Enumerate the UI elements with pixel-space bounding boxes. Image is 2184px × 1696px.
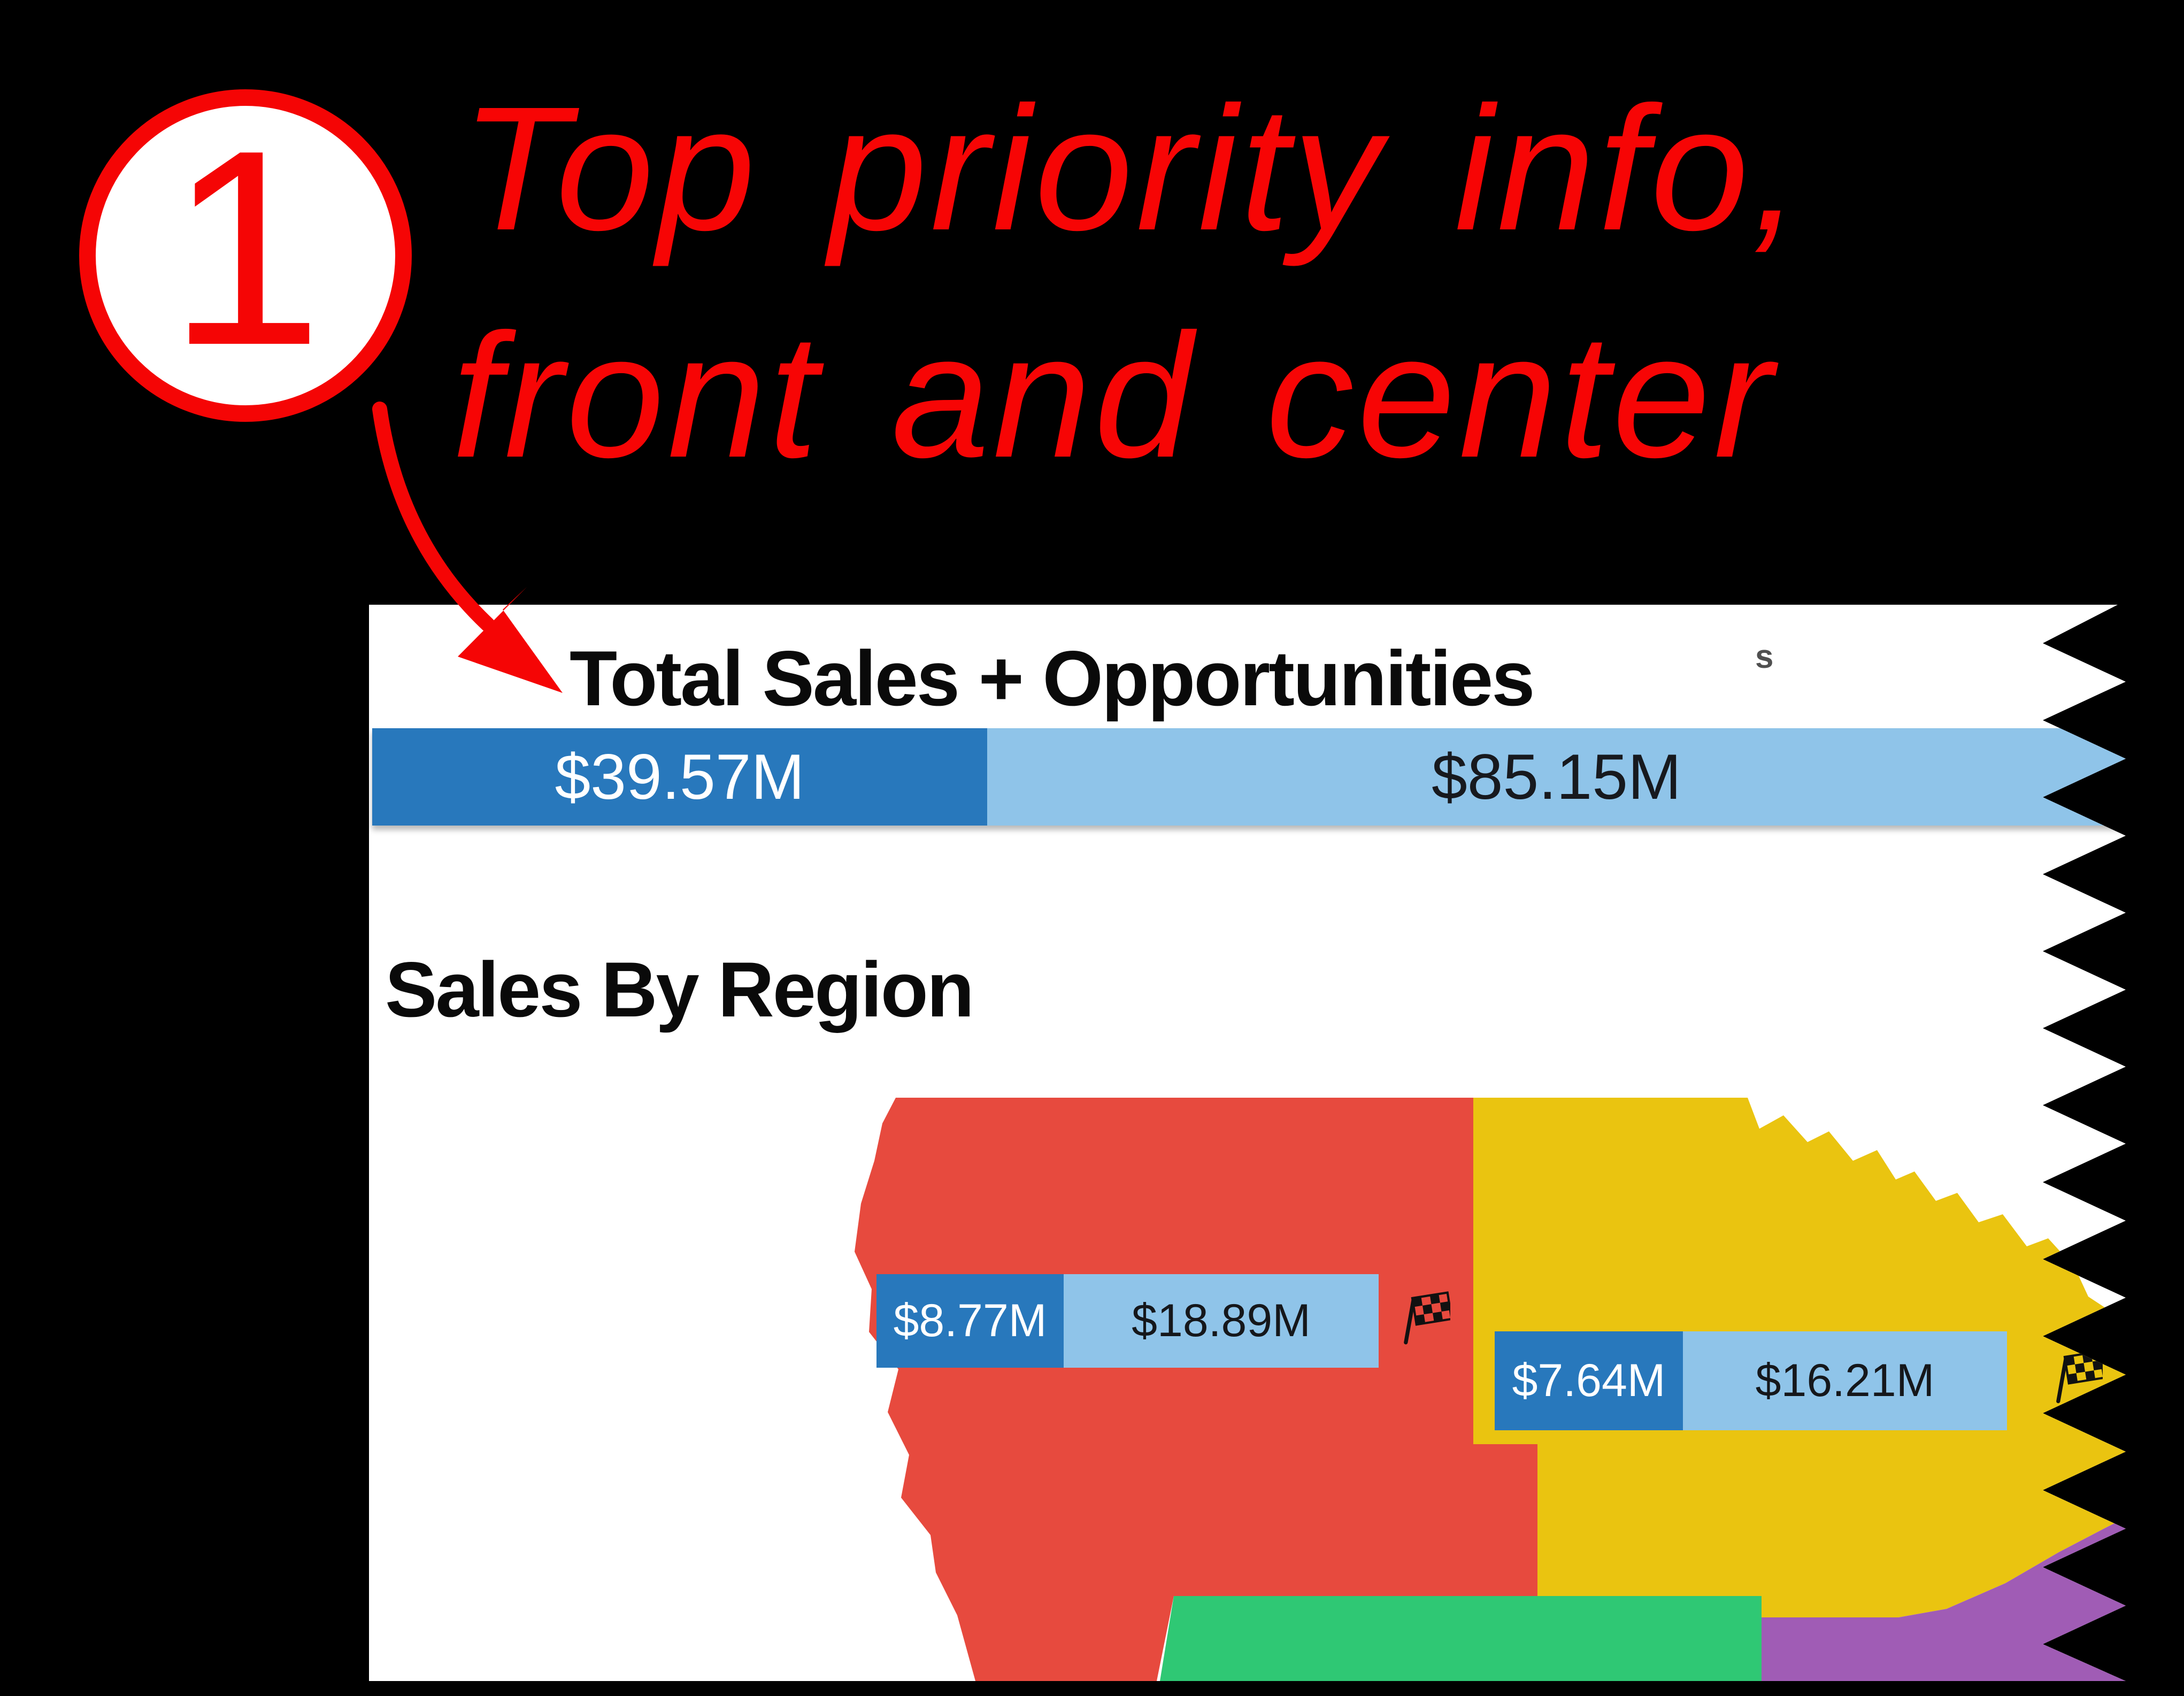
west-opportunities-value: $18.89M xyxy=(1132,1295,1311,1346)
west-sales-value: $8.77M xyxy=(893,1295,1047,1346)
west-opportunities-segment: $18.89M xyxy=(1064,1274,1379,1368)
checkered-flag-icon xyxy=(2056,1350,2103,1404)
total-sales-opportunities-bar: $39.57M $85.15M xyxy=(372,728,2126,826)
kpi-title: Total Sales + Opportunities xyxy=(570,635,1535,722)
map-region-south xyxy=(1160,1596,1762,1681)
central-region-callout-bar: $7.64M $16.21M xyxy=(1495,1331,2007,1430)
stray-glyph: s xyxy=(1755,638,1774,675)
central-opportunities-segment: $16.21M xyxy=(1683,1331,2007,1430)
west-sales-segment: $8.77M xyxy=(876,1274,1064,1368)
central-sales-segment: $7.64M xyxy=(1495,1331,1683,1430)
map-section-title: Sales By Region xyxy=(385,946,974,1033)
annotation-text-line1: Top priority info, xyxy=(461,70,1804,267)
central-sales-value: $7.64M xyxy=(1512,1355,1666,1406)
sales-value: $39.57M xyxy=(555,741,805,813)
opportunities-bar-segment: $85.15M xyxy=(987,728,2126,826)
annotation-text-line2: front and center xyxy=(452,297,1776,494)
opportunities-value: $85.15M xyxy=(1432,741,1681,813)
checkered-flag-icon xyxy=(1404,1291,1450,1345)
sales-by-region-map xyxy=(850,1091,2126,1681)
dashboard-panel: Total Sales + Opportunities s $39.57M $8… xyxy=(369,605,2126,1681)
sales-bar-segment: $39.57M xyxy=(372,728,987,826)
map-region-west xyxy=(855,1098,1537,1681)
central-opportunities-value: $16.21M xyxy=(1755,1355,1935,1406)
west-region-callout-bar: $8.77M $18.89M xyxy=(876,1274,1379,1368)
map-region-southeast xyxy=(1762,1514,2126,1681)
step-number-badge: 1 xyxy=(79,89,412,422)
step-number: 1 xyxy=(168,92,323,403)
